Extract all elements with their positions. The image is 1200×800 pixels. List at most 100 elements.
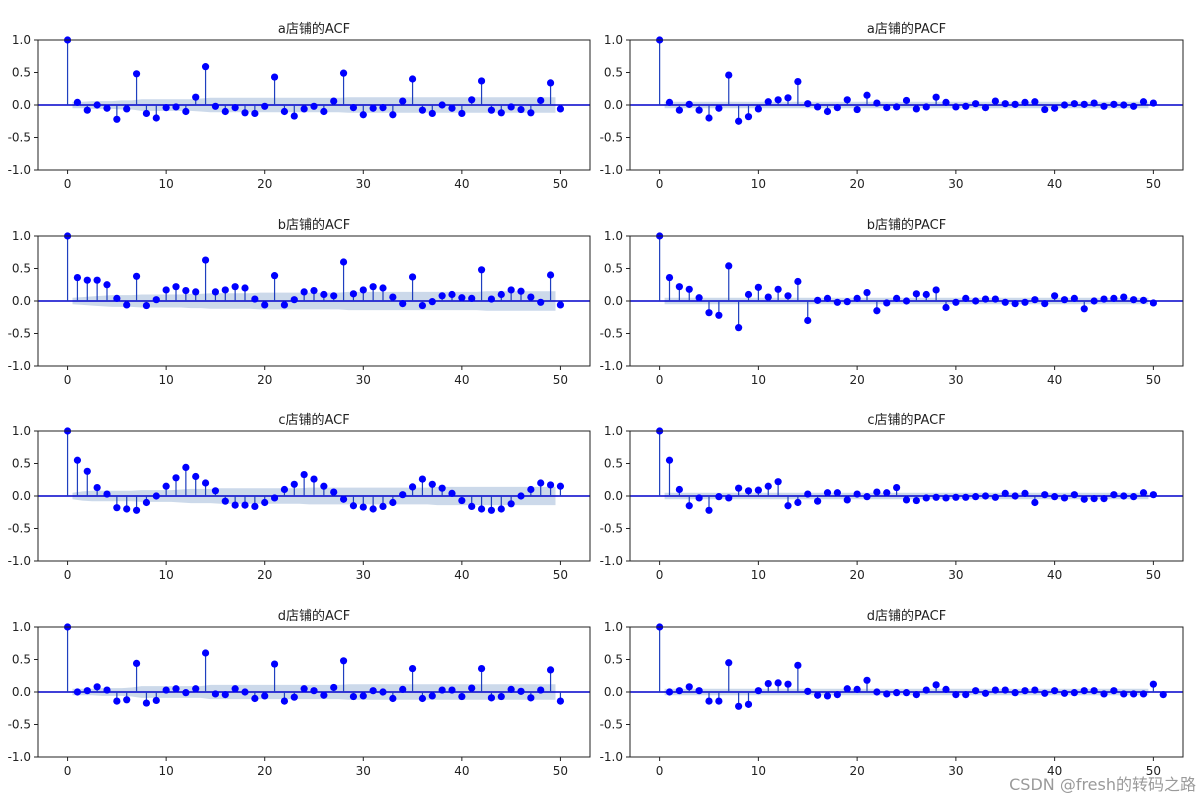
data-point [201, 256, 210, 264]
data-point [517, 492, 525, 500]
data-point [211, 690, 220, 698]
data-point [369, 104, 377, 112]
data-point [705, 309, 713, 317]
data-point [192, 472, 200, 481]
data-point [1001, 298, 1009, 306]
data-point [675, 485, 683, 494]
data-point [320, 290, 328, 299]
data-point [487, 106, 496, 114]
y-tick-label: 0.0 [12, 685, 31, 699]
data-point [1011, 689, 1019, 697]
data-point [300, 288, 308, 296]
data-point [883, 489, 891, 497]
y-tick-label: -1.0 [600, 359, 623, 373]
data-point [942, 98, 950, 106]
x-tick-label: 20 [257, 177, 272, 191]
data-point [448, 290, 456, 299]
data-point [952, 298, 960, 306]
data-point [231, 685, 239, 693]
data-point [428, 109, 436, 118]
data-point [725, 494, 733, 502]
y-tick-label: 0.0 [12, 98, 31, 112]
data-point [695, 106, 703, 114]
data-point [408, 665, 417, 673]
y-tick-label: 0.0 [604, 294, 623, 308]
x-tick-label: 30 [948, 764, 963, 778]
data-point [774, 478, 782, 486]
data-point [695, 294, 703, 302]
data-point [804, 687, 812, 695]
chart-title: a店铺的PACF [867, 21, 946, 37]
data-point [458, 109, 466, 118]
data-point [300, 105, 308, 113]
data-point [1110, 687, 1118, 695]
data-point [280, 107, 289, 116]
data-point [1031, 498, 1039, 507]
data-point [113, 294, 121, 302]
data-point [280, 697, 289, 705]
data-point [833, 298, 841, 306]
x-tick-label: 10 [159, 568, 174, 582]
data-point [103, 490, 111, 498]
y-tick-label: 0.0 [12, 489, 31, 503]
data-point [418, 301, 427, 310]
data-point [172, 283, 180, 291]
y-tick-label: 1.0 [12, 620, 31, 634]
data-point [546, 271, 555, 279]
x-tick-label: 0 [656, 177, 664, 191]
data-point [517, 687, 525, 695]
chart-title: c店铺的PACF [867, 412, 945, 428]
data-point [132, 70, 141, 78]
data-point [715, 697, 723, 705]
data-point [685, 100, 693, 108]
y-tick-label: -0.5 [8, 522, 31, 536]
data-point [794, 498, 802, 507]
data-point [379, 688, 387, 696]
x-tick-label: 40 [454, 568, 469, 582]
data-point [675, 687, 683, 695]
data-point [142, 498, 151, 507]
data-point [754, 105, 762, 113]
data-point [725, 659, 733, 667]
chart-panel: 0 10 20 30 40 50 -1.0 -0.5 0.0 0.5 1.0 c店铺的PACF [600, 412, 1184, 582]
data-point [517, 287, 525, 295]
x-tick-label: 0 [64, 764, 72, 778]
x-tick-label: 30 [356, 568, 371, 582]
chart-title: a店铺的ACF [278, 21, 350, 37]
data-point [142, 699, 151, 707]
data-point [389, 694, 397, 703]
data-point [251, 694, 259, 703]
data-point [359, 503, 367, 511]
data-point [468, 96, 476, 104]
data-point [349, 104, 358, 112]
data-point [83, 467, 91, 475]
data-point [152, 696, 160, 705]
y-tick-label: 0.5 [12, 262, 31, 276]
data-point [251, 502, 259, 510]
y-tick-label: -0.5 [600, 522, 623, 536]
x-tick-label: 30 [356, 177, 371, 191]
x-tick-label: 50 [553, 568, 568, 582]
data-point [546, 481, 555, 489]
data-point [428, 480, 436, 488]
data-point [665, 98, 674, 106]
data-point [537, 96, 545, 105]
data-point [1139, 690, 1148, 698]
data-point [280, 301, 289, 309]
data-point [814, 691, 822, 699]
data-point [132, 659, 141, 668]
x-tick-label: 30 [948, 568, 963, 582]
data-point [715, 311, 723, 319]
x-tick-label: 0 [64, 177, 72, 191]
data-point [1051, 493, 1059, 501]
y-tick-label: 1.0 [12, 33, 31, 47]
y-tick-label: -1.0 [8, 359, 31, 373]
data-point [221, 691, 229, 699]
data-point [123, 105, 131, 113]
data-point [73, 274, 82, 282]
data-point [379, 104, 387, 112]
data-point [123, 301, 131, 309]
data-point [261, 498, 269, 507]
data-point [754, 486, 762, 494]
data-point [359, 286, 367, 294]
